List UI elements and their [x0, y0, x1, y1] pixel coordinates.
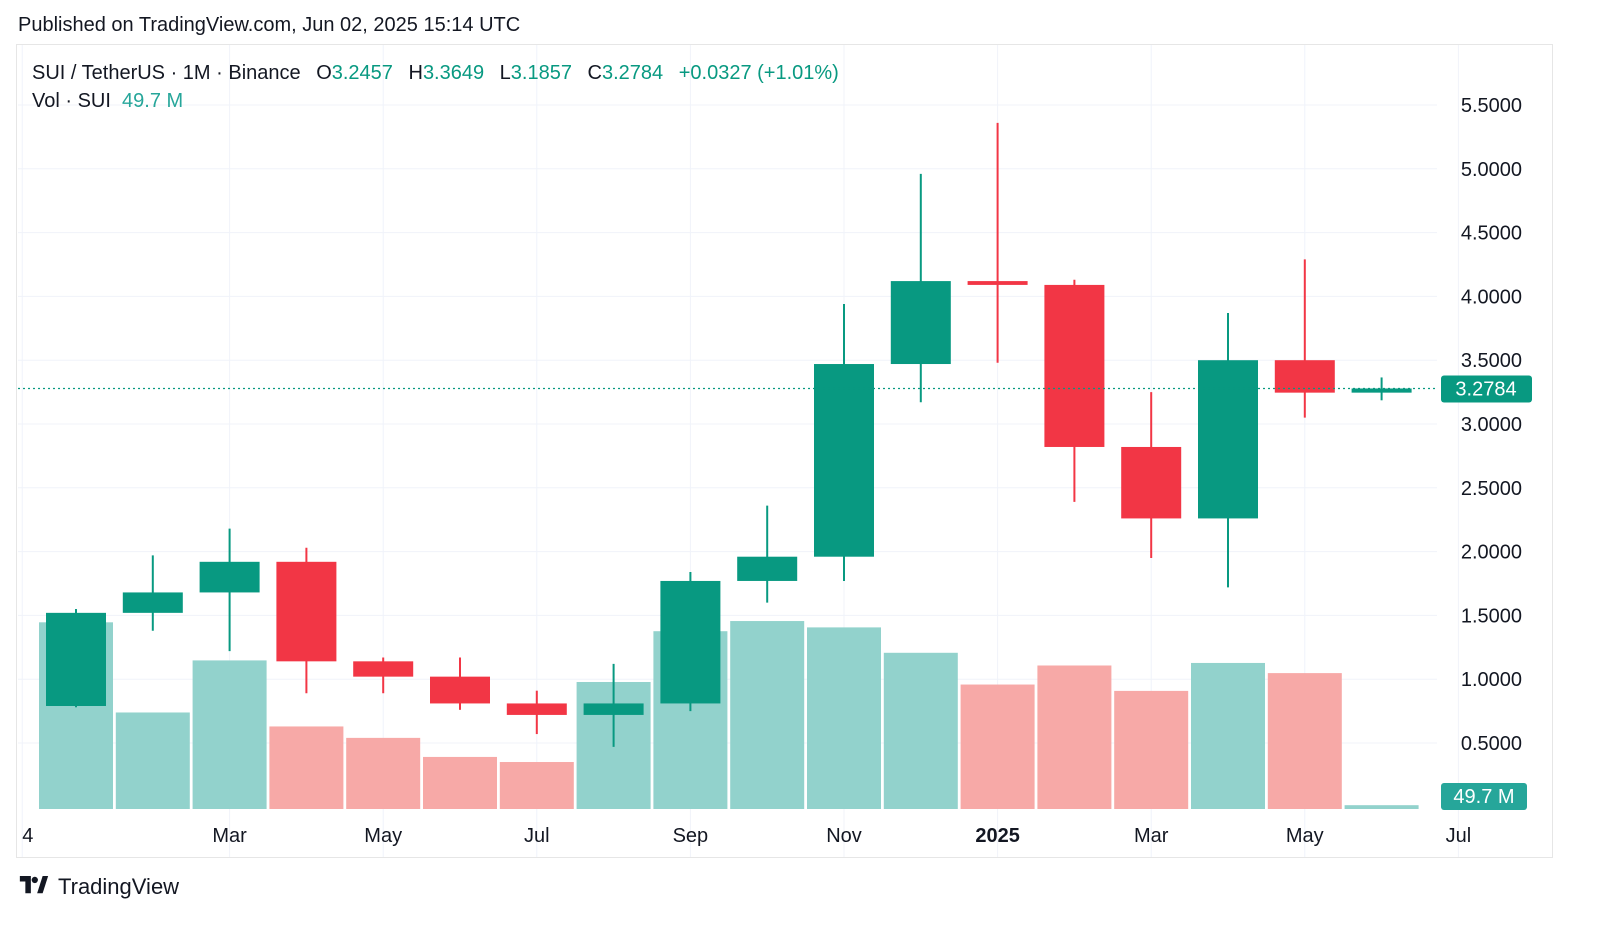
high-label: H: [408, 62, 423, 84]
volume-label[interactable]: Vol · SUI: [32, 90, 111, 112]
price-tick-label: 2.0000: [1461, 542, 1522, 564]
candle-body: [1351, 388, 1412, 393]
time-tick-label: May: [1286, 825, 1324, 847]
candle-body: [276, 561, 337, 662]
candle-body: [967, 281, 1028, 285]
high-value: 3.3649: [422, 62, 485, 84]
volume-bar: [1114, 690, 1189, 809]
volume-badge-label: 49.7 M: [1453, 786, 1514, 808]
volume-bar: [1267, 673, 1342, 809]
time-tick-label: 4: [22, 825, 33, 847]
volume-bar: [1037, 665, 1112, 809]
candle-body: [1044, 284, 1105, 447]
volume-bar: [499, 762, 574, 809]
candles: [46, 122, 1412, 747]
time-tick-label: Jul: [1446, 825, 1472, 847]
candle-body: [660, 580, 721, 704]
candle-body: [506, 703, 567, 715]
close-label: C: [587, 62, 602, 84]
chart-frame: [16, 44, 1553, 858]
price-tick-label: 2.5000: [1461, 478, 1522, 500]
volume-bar: [1344, 805, 1419, 809]
price-tick-label: 3.0000: [1461, 414, 1522, 436]
candle-body: [814, 364, 874, 557]
last-price-badge: [1441, 375, 1532, 403]
candle-body: [583, 703, 644, 715]
candle-body: [353, 661, 414, 677]
candle-body: [199, 561, 260, 593]
candle-body: [737, 556, 798, 581]
symbol-legend: SUI / TetherUS · 1M · Binance O3.2457 H3…: [32, 62, 839, 85]
volume-value: 49.7 M: [122, 90, 184, 112]
volume-bar: [883, 652, 958, 809]
price-tick-label: 1.5000: [1461, 605, 1522, 627]
time-tick-label: Sep: [673, 825, 709, 847]
price-tick-label: 5.5000: [1461, 95, 1522, 117]
time-tick-label: 2025: [975, 825, 1020, 847]
volume-bar: [346, 737, 421, 809]
time-axis: 4 Mar May Jul Sep Nov 2025 Mar May Jul: [22, 825, 1471, 847]
last-price-label: 3.2784: [1455, 378, 1516, 400]
price-tick-label: 4.0000: [1461, 286, 1522, 308]
candle-body: [46, 612, 106, 706]
candle-body: [430, 676, 490, 704]
open-label: O: [316, 62, 332, 84]
price-tick-label: 5.0000: [1461, 159, 1522, 181]
volume-badge: [1441, 783, 1527, 810]
time-tick-label: Jul: [524, 825, 550, 847]
volume-bar: [730, 621, 805, 809]
time-tick-label: Mar: [212, 825, 247, 847]
candle-body: [1121, 446, 1182, 519]
volume-legend: Vol · SUI 49.7 M: [32, 90, 183, 113]
time-tick-label: Mar: [1134, 825, 1169, 847]
volume-bars: [39, 621, 1419, 809]
time-tick-label: Nov: [826, 825, 862, 847]
price-tick-label: 0.5000: [1461, 733, 1522, 755]
brand-name: TradingView: [58, 874, 180, 899]
volume-bar: [1191, 662, 1265, 809]
volume-bar: [115, 712, 190, 809]
published-note: Published on TradingView.com, Jun 02, 20…: [18, 14, 521, 36]
candle-body: [890, 281, 951, 365]
low-value: 3.1857: [510, 62, 572, 84]
close-value: 3.2784: [601, 62, 664, 84]
volume-bar: [192, 660, 267, 809]
tradingview-logo-icon: [19, 876, 49, 894]
candle-body: [1198, 360, 1258, 519]
volume-bar: [423, 756, 497, 809]
footer-brand[interactable]: TradingView: [18, 874, 179, 900]
low-label: L: [499, 62, 511, 84]
price-tick-label: 4.5000: [1461, 223, 1522, 245]
price-tick-label: 3.5000: [1461, 350, 1522, 372]
candle-body: [1274, 360, 1335, 393]
volume-bar: [807, 627, 881, 809]
price-tick-label: 1.0000: [1461, 669, 1522, 691]
candle-body: [122, 592, 183, 613]
change-value: +0.0327 (+1.01%): [678, 62, 839, 84]
time-tick-label: May: [364, 825, 402, 847]
open-value: 3.2457: [331, 62, 393, 84]
volume-bar: [269, 726, 344, 809]
symbol-title[interactable]: SUI / TetherUS · 1M · Binance: [32, 62, 301, 84]
price-axis: 0.5000 1.0000 1.5000 2.0000 2.5000 3.0000 3.50…: [1441, 95, 1532, 810]
volume-bar: [960, 684, 1035, 809]
